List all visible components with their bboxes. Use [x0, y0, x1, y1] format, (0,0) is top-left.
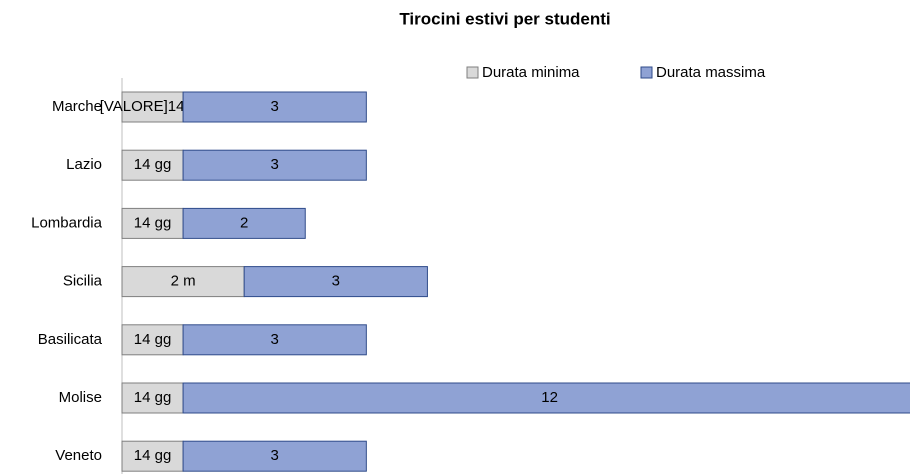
data-label: 14 gg: [134, 156, 172, 173]
chart-title: Tirocini estivi per studenti: [399, 9, 610, 28]
legend-swatch: [640, 66, 653, 79]
y-tick-label: Lombardia: [31, 214, 103, 231]
data-label: [VALORE]14 gg: [100, 98, 206, 115]
data-label: 14 gg: [134, 214, 172, 231]
data-label: 3: [271, 331, 279, 348]
y-tick-label: Veneto: [55, 447, 102, 464]
bar-segment: [121, 440, 184, 472]
y-tick-label: Lazio: [66, 156, 102, 173]
bar-segment: [182, 440, 367, 472]
data-label: 14 gg: [134, 331, 172, 348]
data-label: 14 gg: [134, 389, 172, 406]
data-label: 3: [271, 447, 279, 464]
bar-segment: [182, 207, 306, 239]
bar-segment: [182, 149, 367, 181]
bar-segment: [121, 266, 245, 298]
y-tick-label: Molise: [59, 389, 102, 406]
y-tick-label: Sicilia: [63, 273, 103, 290]
data-label: 3: [271, 156, 279, 173]
bar-segment: [182, 324, 367, 356]
data-label: 2: [240, 214, 248, 231]
y-tick-label: Basilicata: [38, 331, 103, 348]
bar-segment: [243, 266, 428, 298]
data-label: 3: [332, 273, 340, 290]
data-label: 12: [541, 389, 558, 406]
data-label: 3: [271, 98, 279, 115]
data-label: 14 gg: [134, 447, 172, 464]
legend-swatch: [466, 66, 479, 79]
bar-segment: [182, 91, 367, 123]
legend-label: Durata minima: [482, 64, 580, 81]
legend-label: Durata massima: [656, 64, 766, 81]
data-label: 2 m: [171, 273, 196, 290]
bar-segment: [182, 382, 910, 414]
bar-segment: [121, 149, 184, 181]
y-tick-label: Marche: [52, 98, 102, 115]
bar-segment: [121, 207, 184, 239]
